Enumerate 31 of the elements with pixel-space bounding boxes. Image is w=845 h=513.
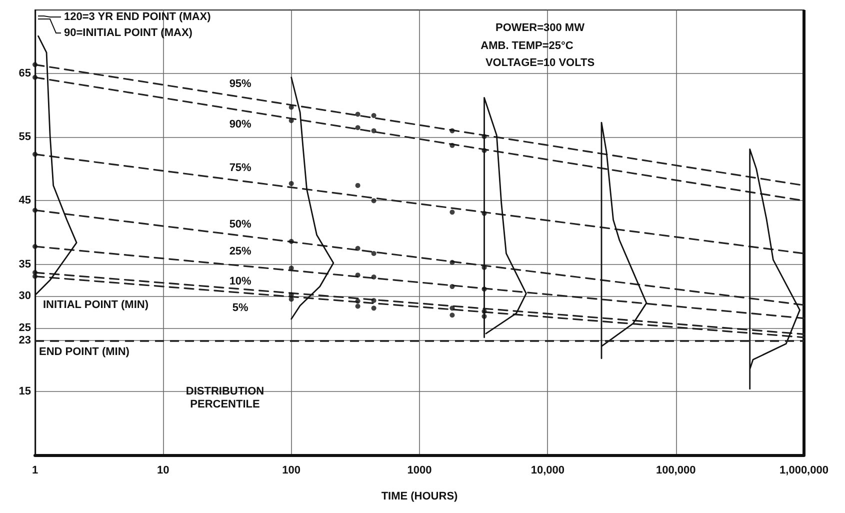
x-tick-label: 1000 [407,464,432,476]
ref-line-label: END POINT (MIN) [39,346,130,358]
x-tick-label: 10,000 [530,464,564,476]
x-tick-label: 100 [282,464,301,476]
series-label: 5% [232,302,248,314]
y-tick-label: 45 [18,194,31,207]
series-label: 10% [229,275,252,288]
y-tick-label: 15 [18,385,31,398]
annotation: 120=3 YR END POINT (MAX) [64,11,212,23]
x-tick-label: 10 [157,464,170,476]
annotation: 90=INITIAL POINT (MAX) [64,27,193,39]
annotation: AMB. TEMP=25°C [480,40,574,52]
y-tick-label: 25 [18,322,31,334]
x-tick-label: 1 [32,464,38,476]
y-tick-label: 65 [18,68,31,80]
annotation: VOLTAGE=10 VOLTS [485,57,595,69]
annotation: INITIAL POINT (MIN) [43,299,149,312]
annotation: DISTRIBUTION PERCENTILE [186,386,264,410]
y-tick-label: 23 [18,334,31,347]
series-label: 90% [229,118,252,130]
series-label: 95% [229,78,252,90]
series-label: 25% [229,246,252,258]
x-tick-label: 1,000,000 [780,464,828,476]
x-axis-title: TIME (HOURS) [381,490,458,502]
y-tick-label: 35 [18,258,31,270]
y-tick-label: 30 [18,290,31,302]
series-label: 50% [229,218,252,231]
y-tick-label: 55 [18,131,31,144]
annotation: POWER=300 MW [496,22,586,34]
series-label: 75% [229,162,252,174]
x-tick-label: 100,000 [656,464,696,476]
